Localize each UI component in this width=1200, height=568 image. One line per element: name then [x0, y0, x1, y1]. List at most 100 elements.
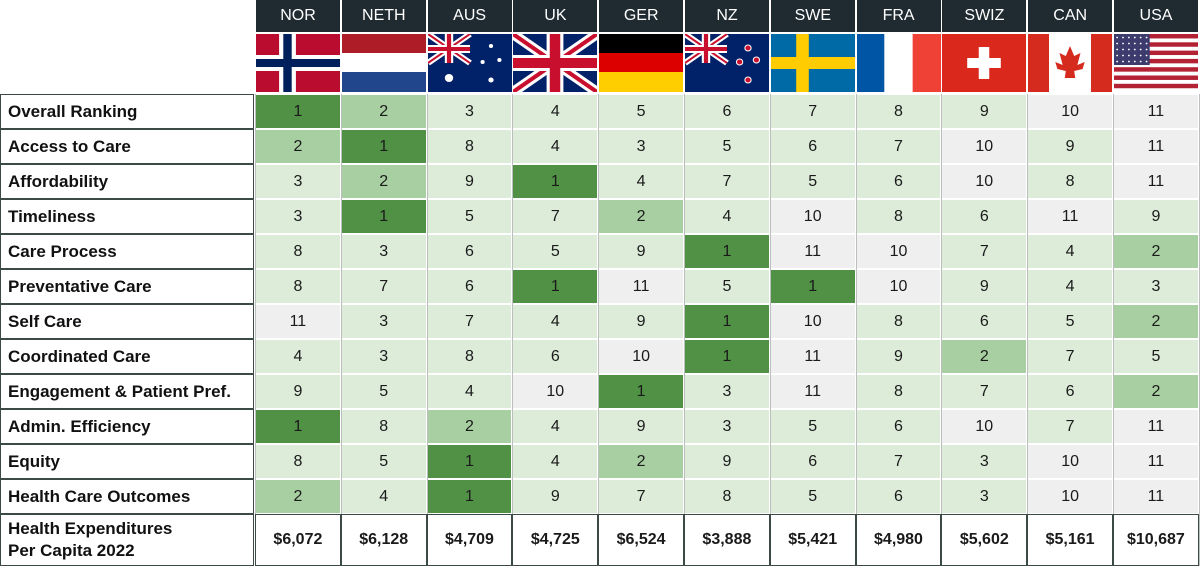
rank-cell: 2: [1113, 304, 1199, 339]
column-divider: [255, 94, 256, 566]
expenditure-cell: $6,072: [255, 514, 341, 566]
rank-cell: 5: [769, 479, 856, 514]
rank-cell: 3: [340, 304, 427, 339]
rank-cell: 4: [512, 444, 599, 479]
rank-cell: 5: [340, 374, 427, 409]
rank-cell: 1: [340, 199, 427, 234]
rank-cell: 9: [598, 234, 684, 269]
rank-cell: 9: [941, 269, 1028, 304]
rank-cell: 11: [1113, 164, 1199, 199]
row-label: Affordability: [0, 164, 254, 199]
rank-cell: 4: [255, 339, 341, 374]
rank-cell: 3: [684, 409, 770, 444]
rank-cell: 6: [855, 479, 942, 514]
column-divider: [1198, 94, 1200, 566]
rank-cell: 5: [426, 199, 513, 234]
france-flag-icon: [856, 34, 941, 92]
rank-cell: 8: [255, 444, 341, 479]
rank-cell: 7: [340, 269, 427, 304]
rank-cell: 5: [684, 269, 770, 304]
row-label: Care Process: [0, 234, 254, 269]
rank-cell: 11: [1027, 199, 1113, 234]
rank-cell: 4: [512, 94, 599, 129]
rank-cell: 5: [340, 444, 427, 479]
rank-cell: 7: [426, 304, 513, 339]
column-divider: [855, 94, 857, 566]
rank-cell: 11: [255, 304, 341, 339]
column-header-ger: GER: [599, 0, 684, 32]
rank-cell: 3: [941, 444, 1028, 479]
rank-cell: 9: [1027, 129, 1113, 164]
column-divider: [340, 94, 342, 566]
rank-cell: 4: [684, 199, 770, 234]
rank-cell: 9: [255, 374, 341, 409]
rank-cell: 1: [426, 479, 513, 514]
rank-cell: 1: [684, 304, 770, 339]
rank-cell: 8: [426, 339, 513, 374]
canada-flag-icon: [1028, 34, 1113, 92]
sweden-flag-icon: [770, 34, 855, 92]
germany-flag-icon: [599, 34, 684, 92]
row-label: Preventative Care: [0, 269, 254, 304]
rank-cell: 11: [1113, 479, 1199, 514]
rank-cell: 8: [855, 304, 942, 339]
rank-cell: 3: [340, 234, 427, 269]
rank-cell: 11: [1113, 129, 1199, 164]
column-divider: [684, 94, 685, 566]
rank-cell: 11: [1113, 94, 1199, 129]
rank-cell: 10: [941, 129, 1028, 164]
rank-cell: 8: [1027, 164, 1113, 199]
rank-cell: 1: [684, 339, 770, 374]
column-header-fra: FRA: [856, 0, 941, 32]
column-header-neth: NETH: [341, 0, 426, 32]
expenditure-cell: $5,161: [1027, 514, 1113, 566]
rank-cell: 11: [769, 374, 856, 409]
rank-cell: 9: [512, 479, 599, 514]
rank-cell: 8: [684, 479, 770, 514]
rank-cell: 1: [598, 374, 684, 409]
row-label: Coordinated Care: [0, 339, 254, 374]
rank-cell: 7: [1027, 409, 1113, 444]
rank-cell: 6: [512, 339, 599, 374]
rank-cell: 3: [684, 374, 770, 409]
row-label: Engagement & Patient Pref.: [0, 374, 254, 409]
row-label: Timeliness: [0, 199, 254, 234]
new-zealand-flag-icon: [685, 34, 769, 92]
rank-cell: 7: [855, 129, 942, 164]
rank-cell: 1: [512, 164, 599, 199]
rank-cell: 1: [769, 269, 856, 304]
rank-cell: 10: [855, 269, 942, 304]
switzerland-flag-icon: [942, 34, 1027, 92]
rank-cell: 3: [340, 339, 427, 374]
row-label: Overall Ranking: [0, 94, 254, 129]
rank-cell: 2: [1113, 234, 1199, 269]
rank-cell: 1: [255, 409, 341, 444]
rank-cell: 6: [769, 444, 856, 479]
rank-cell: 7: [512, 199, 599, 234]
expenditure-cell: $10,687: [1113, 514, 1199, 566]
rank-cell: 7: [684, 164, 770, 199]
rank-cell: 10: [512, 374, 599, 409]
rank-cell: 3: [255, 164, 341, 199]
column-header-aus: AUS: [427, 0, 512, 32]
rank-cell: 6: [769, 129, 856, 164]
rank-cell: 10: [1027, 444, 1113, 479]
rank-cell: 2: [426, 409, 513, 444]
rank-cell: 2: [255, 479, 341, 514]
rank-cell: 4: [512, 409, 599, 444]
rank-cell: 9: [684, 444, 770, 479]
rank-cell: 9: [855, 339, 942, 374]
expenditure-cell: $4,709: [426, 514, 513, 566]
column-divider: [941, 94, 943, 566]
column-divider: [1027, 94, 1029, 566]
rank-cell: 8: [340, 409, 427, 444]
rank-cell: 5: [1113, 339, 1199, 374]
rank-cell: 2: [598, 444, 684, 479]
rank-cell: 1: [512, 269, 599, 304]
rank-cell: 11: [769, 339, 856, 374]
rank-cell: 2: [340, 94, 427, 129]
usa-flag-icon: [1114, 34, 1198, 92]
rank-cell: 5: [769, 164, 856, 199]
rank-cell: 5: [684, 129, 770, 164]
rank-cell: 10: [1027, 479, 1113, 514]
